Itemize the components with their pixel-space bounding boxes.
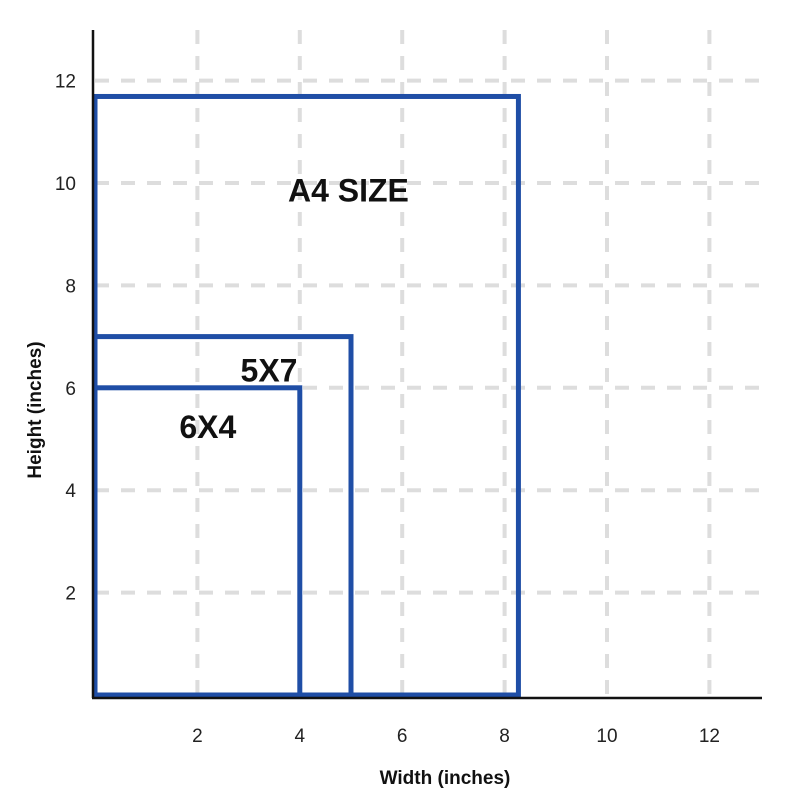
size-label-2: 5X7 <box>241 353 298 389</box>
grid <box>95 30 760 695</box>
size-label-3: 6X4 <box>179 409 236 445</box>
tick-labels: 2 4 6 8 10 12 2 4 6 8 10 12 <box>55 72 720 747</box>
x-tick-label: 10 <box>596 726 617 747</box>
y-tick-label: 10 <box>55 174 76 195</box>
y-tick-label: 8 <box>65 276 76 297</box>
y-tick-label: 12 <box>55 72 76 93</box>
x-tick-label: 8 <box>499 726 510 747</box>
x-tick-label: 2 <box>192 726 203 747</box>
x-tick-label: 4 <box>295 726 306 747</box>
size-rect-2 <box>92 334 354 698</box>
x-axis-title: Width (inches) <box>380 768 511 789</box>
y-tick-label: 6 <box>65 379 76 400</box>
size-rectangles <box>92 93 521 698</box>
y-tick-label: 4 <box>65 481 76 502</box>
y-axis-title: Height (inches) <box>25 341 46 478</box>
x-tick-label: 12 <box>699 726 720 747</box>
y-tick-label: 2 <box>65 584 76 605</box>
axes <box>91 30 762 700</box>
size-rect-3 <box>92 385 303 698</box>
x-tick-label: 6 <box>397 726 408 747</box>
size-label-1: A4 SIZE <box>288 172 409 208</box>
